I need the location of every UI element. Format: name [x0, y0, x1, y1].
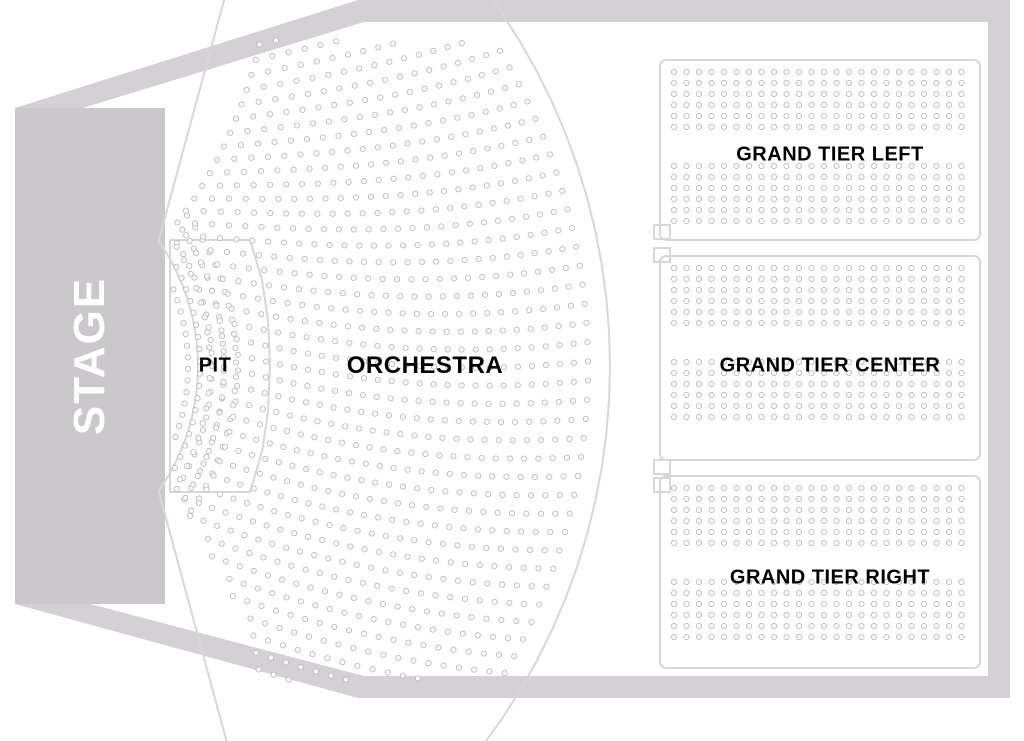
grand-tier-center-label: GRAND TIER CENTER	[720, 355, 941, 378]
seating-chart: STAGE PIT ORCHESTRA GRAND TIER LEFT GRAN…	[0, 0, 1024, 741]
tier-aisle-notch	[654, 225, 670, 239]
grand-tier-right-seats	[671, 485, 964, 639]
tier-aisle-notch	[654, 460, 670, 474]
grand-tier-center-seats	[671, 265, 964, 419]
pit-label: PIT	[199, 355, 232, 378]
grand-tier-left-label: GRAND TIER LEFT	[736, 144, 924, 167]
grand-tier-right-label: GRAND TIER RIGHT	[730, 567, 930, 590]
orchestra-label: ORCHESTRA	[347, 352, 504, 380]
tier-aisle-notch	[654, 478, 670, 492]
stage-label: STAGE	[65, 277, 115, 435]
